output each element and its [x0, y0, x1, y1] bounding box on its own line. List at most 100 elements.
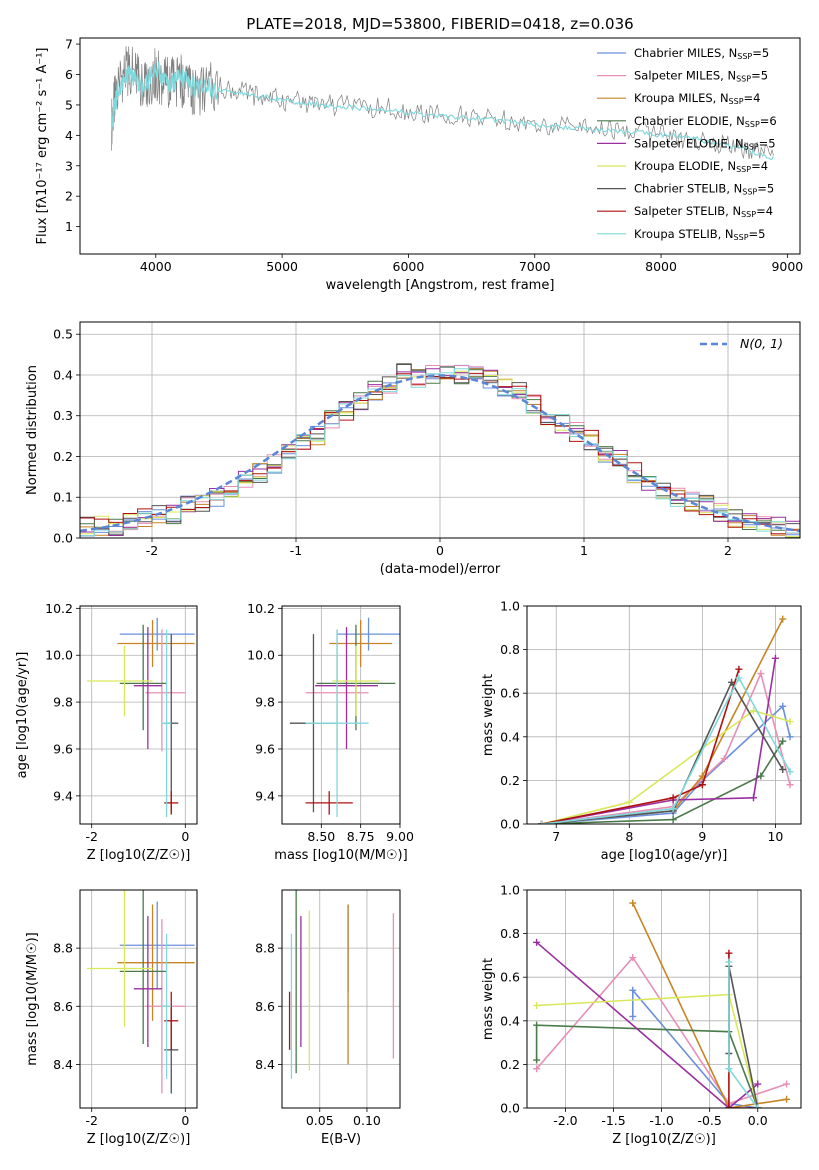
legend-label: Salpeter MILES, NSSP=5	[634, 69, 768, 84]
plot-area-mass-vs-EBV	[288, 890, 395, 1079]
x-tick-label: 2	[724, 543, 732, 558]
x-tick-label: -2	[85, 829, 97, 844]
x-tick-label: 9	[698, 829, 706, 844]
x-tick-label: -1.0	[649, 1113, 673, 1128]
weight-point	[779, 737, 787, 745]
y-tick-label: 7	[65, 37, 73, 52]
y-tick-label: 0.4	[53, 367, 73, 382]
x-tick-label: 1	[580, 543, 588, 558]
y-axis-label: mass [log10(M/M☉)]	[25, 932, 40, 1065]
y-tick-label: 10.2	[247, 601, 275, 616]
weight-point	[533, 938, 541, 946]
x-tick-label: -2.0	[553, 1113, 577, 1128]
axes-frame	[79, 889, 198, 1109]
gaussian-curve	[80, 374, 800, 533]
weight-line	[632, 902, 787, 1108]
weight-point	[629, 1012, 637, 1020]
x-axis-label: (data-model)/error	[380, 562, 501, 577]
x-tick-label: 7000	[519, 259, 551, 274]
x-tick-label: 0	[181, 829, 189, 844]
y-tick-label: 0.6	[500, 970, 520, 985]
x-axis-label: Z [log10(Z/Z☉)]	[87, 1132, 191, 1147]
panel-age-vs-mass: 8.50 8.75 9.00 9.4 9.6 9.8 10.0 10.2 mass [log10…	[247, 601, 414, 863]
histogram-step	[80, 368, 800, 537]
y-tick-label: 0.1	[53, 490, 73, 505]
x-tick-label: -2	[85, 1113, 97, 1128]
spectrum-observed-line	[111, 46, 774, 160]
histogram-step	[80, 372, 800, 535]
y-tick-label: 4	[65, 128, 73, 143]
weight-point	[750, 794, 758, 802]
y-axis-label: Normed distribution	[25, 365, 40, 495]
x-axis-label: wavelength [Angstrom, rest frame]	[326, 278, 555, 293]
weight-point	[625, 798, 633, 806]
weight-point	[754, 1104, 762, 1108]
weight-point	[771, 654, 779, 662]
x-tick-label: 6000	[393, 259, 425, 274]
weight-line	[536, 993, 759, 1108]
x-tick-label: 4000	[140, 259, 172, 274]
y-tick-label: 0.6	[500, 686, 520, 701]
y-tick-label: 9.4	[53, 788, 73, 803]
x-tick-label: 8.50	[307, 829, 335, 844]
x-tick-label: 5000	[266, 259, 298, 274]
legend-label: N(0, 1)	[740, 336, 783, 351]
y-tick-label: 0.2	[500, 1057, 520, 1072]
y-tick-label: 10.0	[247, 648, 275, 663]
histogram-step	[80, 363, 800, 537]
y-tick-label: 3	[65, 158, 73, 173]
weight-point	[533, 1002, 541, 1010]
weight-point	[669, 805, 677, 813]
weight-point	[538, 820, 546, 824]
weight-point	[629, 899, 637, 907]
axes-frame	[79, 37, 801, 255]
y-tick-label: 0.2	[53, 449, 73, 464]
y-tick-label: 9.4	[255, 788, 275, 803]
y-tick-label: 8.6	[255, 999, 275, 1014]
x-axis-label: Z [log10(Z/Z☉)]	[612, 1132, 716, 1147]
x-tick-label: 0.05	[306, 1113, 334, 1128]
y-tick-label: 8.4	[255, 1057, 275, 1072]
plot-area-weight-vs-age	[538, 615, 794, 824]
plot-area-spectrum	[111, 46, 774, 160]
x-tick-label: 0	[436, 543, 444, 558]
panel-weight-vs-Z: -2.0 -1.5 -1.0 -0.5 0.0 0.0 0.2 0.4 0.6 0.8 1.0 Z […	[481, 883, 801, 1147]
weight-point	[783, 1095, 791, 1103]
weight-line	[535, 1024, 759, 1108]
panel-mass-vs-EBV: 0.05 0.10 8.4 8.6 8.8 E(B-V)	[255, 890, 400, 1147]
plot-panels: 4000 5000 6000 7000 8000 90001234567wavelengt…	[15, 37, 803, 1147]
legend-label: Salpeter STELIB, NSSP=4	[634, 204, 773, 219]
x-tick-label: -1.5	[601, 1113, 625, 1128]
y-tick-label: 8.4	[53, 1057, 73, 1072]
plot-area-weight-vs-Z	[533, 899, 791, 1108]
y-tick-label: 0.8	[500, 642, 520, 657]
axes-frame	[281, 889, 401, 1109]
weight-point	[725, 1065, 733, 1073]
weight-point	[779, 766, 787, 773]
weight-line	[541, 709, 791, 824]
y-tick-label: 9.8	[255, 695, 275, 710]
weight-point	[779, 702, 787, 710]
y-tick-label: 0.5	[53, 327, 73, 342]
x-tick-label: 9.00	[386, 829, 414, 844]
y-tick-label: 9.8	[53, 695, 73, 710]
weight-point	[786, 781, 794, 789]
x-tick-label: -1	[290, 543, 302, 558]
weight-line	[631, 988, 758, 1108]
weight-point	[629, 986, 637, 994]
y-tick-label: 6	[65, 67, 73, 82]
axes-frame	[79, 605, 198, 825]
weight-point	[754, 1080, 762, 1088]
x-tick-label: 9000	[771, 259, 803, 274]
legend-label: Chabrier ELODIE, NSSP=6	[634, 114, 777, 129]
weight-line	[541, 704, 791, 824]
y-tick-label: 8.8	[255, 941, 275, 956]
x-tick-label: 7	[552, 829, 560, 844]
plot-area-residual	[80, 363, 800, 538]
x-tick-label: 8	[625, 829, 633, 844]
weight-point	[533, 1065, 541, 1073]
plot-area-age-vs-Z	[87, 617, 195, 817]
legend-label: Kroupa STELIB, NSSP=5	[634, 227, 765, 242]
weight-point	[779, 615, 787, 623]
y-tick-label: 0.2	[500, 773, 520, 788]
